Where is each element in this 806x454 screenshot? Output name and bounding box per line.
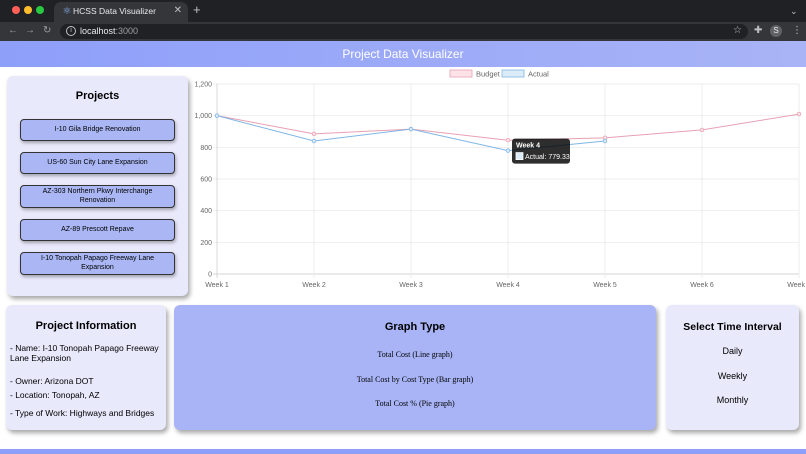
x-tick-label: Week 2	[302, 282, 326, 289]
react-icon: ⚛	[62, 6, 72, 17]
project-button-us60-sun-city[interactable]: US-60 Sun City Lane Expansion	[20, 152, 175, 174]
tab-title: HCSS Data Visualizer	[73, 6, 156, 16]
x-tick-label: Week 5	[593, 282, 617, 289]
graph-option-bar[interactable]: Total Cost by Cost Type (Bar graph)	[356, 375, 474, 384]
back-arrow-icon[interactable]: ←	[8, 25, 18, 36]
minimize-window-button[interactable]	[24, 6, 32, 14]
tooltip-title: Week 4	[516, 143, 540, 150]
line-chart[interactable]: 0 200 400 600 800 1,000 1,200 Week 1 Week 2 Week …	[193, 68, 806, 290]
project-info-title: Project Information	[35, 320, 137, 332]
x-tick-label: Week 1	[205, 282, 229, 289]
data-point-budget	[311, 131, 317, 137]
tooltip-swatch	[515, 152, 524, 161]
bookmark-star-icon[interactable]: ☆	[733, 25, 742, 36]
data-point-actual	[505, 148, 511, 153]
projects-title: Projects	[75, 90, 120, 102]
graph-option-line[interactable]: Total Cost (Line graph)	[377, 350, 453, 359]
profile-avatar[interactable]: S	[770, 25, 782, 37]
interval-option-monthly[interactable]: Monthly	[716, 395, 749, 405]
data-point-actual	[311, 138, 317, 144]
y-tick-label: 800	[200, 145, 212, 152]
project-button-az89-prescott[interactable]: AZ-89 Prescott Repave	[20, 219, 175, 241]
data-point-actual	[602, 138, 608, 144]
interval-option-daily[interactable]: Daily	[722, 346, 743, 356]
interval-option-weekly[interactable]: Weekly	[717, 371, 748, 381]
project-button-i10-gila[interactable]: I-10 Gila Bridge Renovation	[20, 119, 175, 141]
extensions-puzzle-icon[interactable]: ✚	[754, 25, 763, 36]
legend-label-budget: Budget	[476, 70, 501, 79]
project-button-i10-tonopah[interactable]: I-10 Tonopah Papago Freeway Lane Expansi…	[20, 252, 175, 275]
y-tick-label: 1,000	[194, 113, 212, 120]
y-tick-label: 600	[200, 177, 212, 184]
projects-panel: Projects I-10 Gila Bridge Renovation US-…	[7, 76, 188, 296]
new-tab-icon[interactable]: +	[193, 2, 201, 17]
data-point-actual	[214, 113, 220, 118]
x-tick-label: Week 3	[399, 282, 423, 289]
x-tick-label: Week 4	[496, 282, 520, 289]
x-tick-label: Week 7	[787, 282, 806, 289]
time-interval-panel: Select Time Interval Daily Weekly Monthl…	[666, 305, 799, 430]
close-window-button[interactable]	[12, 6, 20, 14]
y-tick-label: 400	[200, 208, 212, 215]
reload-icon[interactable]: ↻	[43, 25, 52, 36]
project-info-panel: Project Information - Name: I-10 Tonopah…	[6, 305, 166, 430]
tooltip-body: Actual: 779.33	[525, 154, 570, 161]
legend-swatch-budget	[449, 69, 473, 78]
project-button-az303-northern[interactable]: AZ-303 Northern Pkwy Interchange Renovat…	[20, 185, 175, 208]
graph-option-pie[interactable]: Total Cost % (Pie graph)	[375, 399, 455, 408]
chart-tooltip	[512, 138, 570, 164]
y-tick-label: 200	[200, 240, 212, 247]
app-header: Project Data Visualizer	[0, 41, 806, 67]
y-tick-label: 0	[208, 272, 212, 279]
project-location-line: - Location: Tonopah, AZ	[10, 390, 100, 400]
project-owner-line: - Owner: Arizona DOT	[10, 376, 94, 386]
data-point-actual	[408, 126, 414, 132]
legend-swatch-actual	[501, 69, 525, 78]
tab-search-chevron-icon[interactable]: ⌄	[790, 6, 798, 16]
time-interval-title: Select Time Interval	[683, 321, 782, 333]
browser-tab[interactable]: ⚛ HCSS Data Visualizer ✕	[54, 2, 188, 22]
forward-arrow-icon[interactable]: →	[25, 25, 35, 36]
browser-tab-bar: ⚛ HCSS Data Visualizer ✕ + ⌄	[0, 0, 806, 22]
url-text[interactable]: localhost:3000	[80, 26, 139, 36]
maximize-window-button[interactable]	[36, 6, 44, 14]
y-tick-label: 1,200	[194, 82, 212, 89]
close-tab-icon[interactable]: ✕	[173, 5, 182, 16]
x-tick-label: Week 6	[690, 282, 714, 289]
graph-type-title: Graph Type	[384, 321, 446, 333]
project-work-type-line: - Type of Work: Highways and Bridges	[10, 408, 155, 418]
site-info-icon[interactable]: i	[66, 26, 76, 36]
app-title: Project Data Visualizer	[342, 47, 464, 61]
browser-menu-icon[interactable]: ⋮	[792, 25, 802, 36]
project-name-line: - Name: I-10 Tonopah Papago Freeway Lane…	[10, 343, 159, 363]
app-footer-bar	[0, 449, 806, 454]
data-point-budget	[699, 127, 705, 133]
graph-type-panel: Graph Type Total Cost (Line graph) Total…	[174, 305, 656, 430]
data-point-budget	[796, 111, 802, 117]
address-bar[interactable]: i localhost:3000 ☆	[60, 24, 748, 39]
data-point-budget	[505, 138, 511, 143]
browser-toolbar: ← → ↻ i localhost:3000 ☆ ✚ S ⋮	[0, 22, 806, 41]
legend-label-actual: Actual	[528, 70, 549, 79]
